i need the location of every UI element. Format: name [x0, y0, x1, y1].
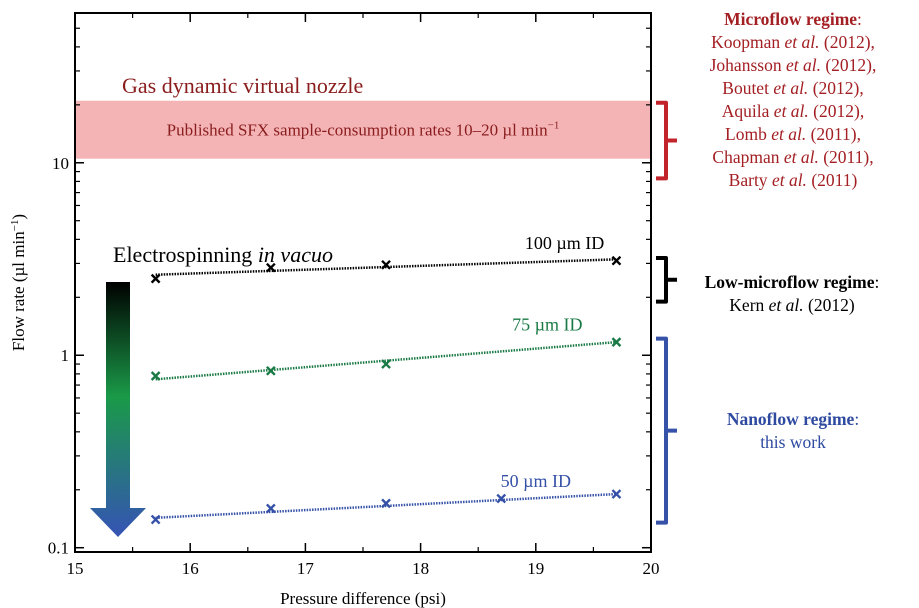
microflow-reference: Barty et al. (2011)	[728, 170, 858, 190]
fit-line	[155, 492, 617, 520]
microflow-reference: Chapman et al. (2011),	[712, 147, 874, 167]
electrospinning-title: Electrospinning in vacuo	[113, 242, 333, 267]
microflow-reference: Aquila et al. (2012),	[721, 101, 865, 121]
gdvn-title: Gas dynamic virtual nozzle	[122, 73, 363, 98]
microflow-reference: Johansson et al. (2012),	[709, 55, 877, 75]
x-tick-label: 16	[182, 559, 199, 578]
data-point	[265, 503, 276, 514]
data-point	[150, 273, 161, 284]
microflow-colon: :	[857, 9, 862, 29]
nanoflow-regime-title: Nanoflow regime	[726, 409, 855, 429]
electrospinning-arrow	[90, 282, 146, 537]
series-label: 75 µm ID	[512, 315, 582, 335]
nanoflow-colon: :	[854, 409, 860, 429]
microflow-reference: Koopman et al. (2012),	[711, 32, 875, 52]
series-label: 50 µm ID	[501, 471, 571, 491]
fit-line	[155, 258, 617, 276]
low-microflow-reference: Kern et al. (2012)	[729, 295, 855, 315]
microflow-bracket	[656, 100, 677, 181]
microflow-reference: Boutet et al. (2012),	[722, 78, 864, 98]
low-microflow-bracket	[656, 256, 677, 304]
y-tick-label: 10	[52, 154, 69, 173]
data-point	[150, 371, 161, 381]
data-point	[150, 514, 161, 525]
nanoflow-work-ref: this work	[760, 432, 826, 452]
x-tick-label: 17	[297, 559, 315, 578]
x-tick-label: 15	[67, 559, 84, 578]
data-point	[611, 489, 622, 499]
microflow-regime-title: Microflow regime	[724, 9, 858, 29]
published-rates-band	[75, 100, 651, 159]
x-tick-label: 20	[643, 559, 660, 578]
data-point	[381, 359, 391, 369]
data-point	[381, 259, 391, 270]
data-point	[611, 255, 622, 266]
microflow-reference: Lomb et al. (2011),	[725, 124, 861, 144]
low-microflow-regime-title: Low-microflow regime	[704, 272, 875, 292]
fit-line	[155, 340, 617, 381]
data-point	[265, 365, 276, 376]
low-microflow-regime-label: Low-microflow regime: Kern et al. (2012)	[665, 271, 919, 317]
band-text: Published SFX sample-consumption rates 1…	[167, 120, 560, 140]
y-tick-label: 0.1	[48, 539, 69, 558]
low-microflow-colon: :	[874, 272, 880, 292]
data-point	[611, 337, 622, 347]
nanoflow-bracket	[656, 336, 677, 525]
data-point	[265, 262, 276, 273]
x-tick-label: 18	[412, 559, 429, 578]
microflow-regime-label: Microflow regime: Koopman et al. (2012),…	[668, 8, 918, 192]
x-axis-title: Pressure difference (psi)	[280, 589, 446, 608]
nanoflow-regime-label: Nanoflow regime: this work	[668, 408, 918, 454]
microflow-references: Koopman et al. (2012), Johansson et al. (…	[668, 31, 918, 192]
x-tick-label: 19	[527, 559, 544, 578]
y-tick-label: 1	[61, 346, 70, 365]
series-label: 100 µm ID	[525, 233, 604, 253]
data-point	[381, 498, 391, 509]
low-microflow-references: Kern et al. (2012)	[665, 294, 919, 317]
data-point	[496, 493, 507, 504]
y-axis-title: Flow rate (µl min−1)	[9, 214, 28, 351]
